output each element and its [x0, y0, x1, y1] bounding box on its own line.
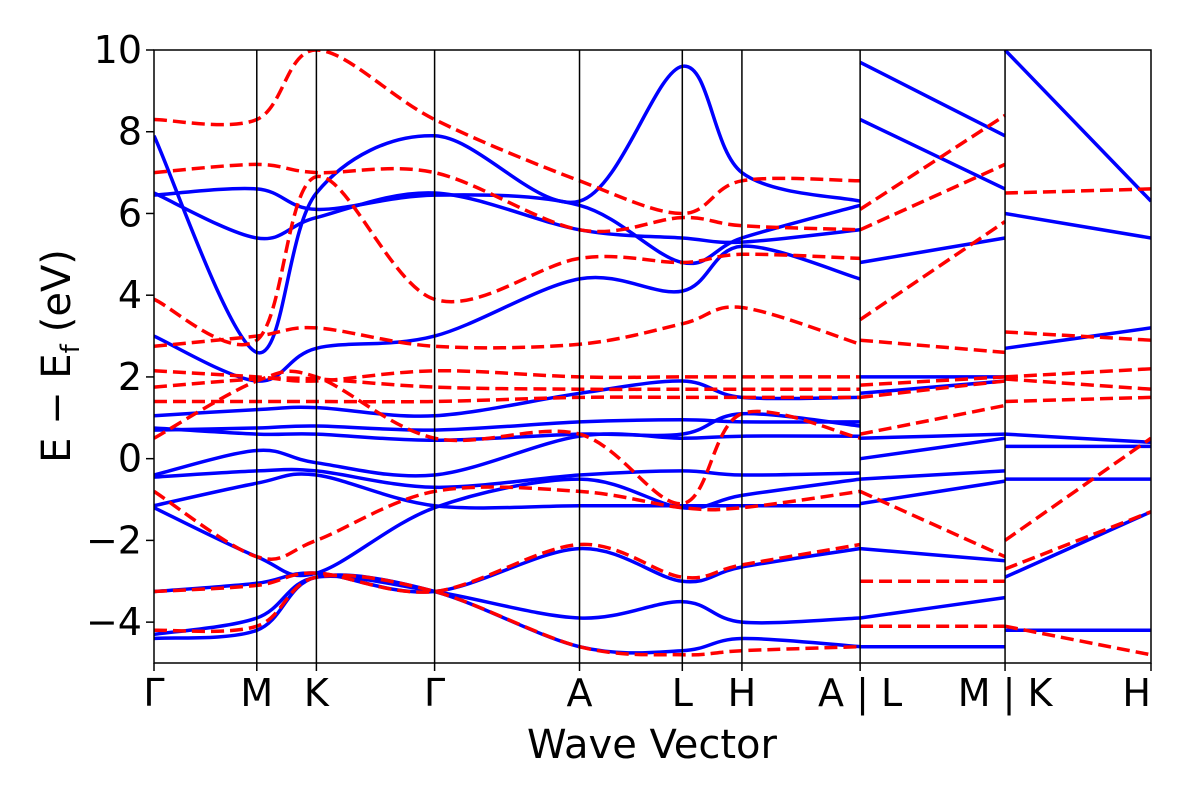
dashed-band-3 — [154, 369, 861, 506]
y-tick-label-2: 0 — [118, 437, 142, 481]
kpoint-label-9: H — [1122, 671, 1151, 715]
solid-band-6 — [154, 432, 861, 478]
y-axis-title-main: E − E — [34, 353, 80, 463]
y-tick-label-5: 6 — [118, 191, 142, 235]
solid-band-5 — [154, 467, 861, 490]
dashed-band-19 — [859, 162, 1006, 232]
y-tick-label-3: 2 — [118, 355, 142, 399]
solid-band-23 — [859, 236, 1006, 265]
kpoint-label-3: Γ — [424, 671, 445, 715]
y-tick-label-1: −2 — [86, 518, 142, 562]
kpoint-lines — [256, 50, 1006, 663]
dashed-band-20 — [859, 113, 1006, 211]
band-lines — [154, 50, 1151, 657]
solid-band-19 — [859, 436, 1006, 461]
kpoint-label-5: L — [672, 671, 693, 715]
dashed-band-9 — [154, 162, 861, 234]
dashed-band-13 — [859, 489, 1006, 559]
kpoint-label-1: M — [240, 671, 273, 715]
solid-band-10 — [154, 244, 861, 383]
y-tick-label-0: −4 — [86, 600, 142, 644]
solid-band-12 — [154, 186, 861, 266]
y-tick-label-6: 8 — [118, 110, 142, 154]
solid-band-30 — [1004, 432, 1151, 445]
solid-band-24 — [859, 117, 1006, 191]
solid-band-20 — [860, 432, 1006, 440]
dashed-band-10 — [154, 50, 861, 216]
y-axis-title: E − Ef (eV) — [34, 249, 86, 463]
dashed-band-26 — [1004, 367, 1151, 379]
solid-band-18 — [859, 469, 1006, 481]
dashed-band-15 — [859, 379, 1006, 400]
dashed-band-18 — [859, 220, 1006, 322]
dashed-band-23 — [1003, 436, 1151, 542]
y-tick-label-4: 4 — [118, 273, 142, 317]
dashed-band-8 — [154, 174, 861, 347]
dashed-band-4 — [154, 395, 861, 404]
solid-band-1 — [154, 574, 861, 637]
kpoint-label-0: Γ — [143, 671, 164, 715]
y-axis-title-unit: (eV) — [34, 249, 80, 332]
solid-band-31 — [1004, 326, 1151, 351]
kpoint-label-7: A | L — [818, 671, 902, 716]
dashed-band-14 — [859, 403, 1006, 436]
dashed-band-24 — [1004, 395, 1151, 404]
x-axis-title: Wave Vector — [527, 722, 778, 768]
dashed-band-6 — [154, 368, 861, 383]
y-axis-ticks: −4 −2 0 2 4 6 8 10 — [86, 28, 154, 644]
solid-band-8 — [154, 411, 861, 443]
solid-band-32 — [1004, 211, 1151, 240]
dashed-band-1 — [154, 542, 861, 594]
kpoint-label-4: A — [567, 671, 593, 715]
y-axis-title-sub: f — [56, 343, 86, 353]
y-tick-label-7: 10 — [94, 28, 142, 72]
dashed-band-16 — [859, 375, 1006, 387]
dashed-band-22 — [1004, 510, 1151, 571]
dashed-band-25 — [1004, 377, 1151, 391]
dashed-band-0 — [154, 573, 861, 657]
solid-band-16 — [859, 546, 1006, 563]
dashed-band-21 — [1004, 624, 1151, 657]
plot-frame — [153, 49, 1152, 664]
dashed-band-28 — [1004, 187, 1151, 195]
dashed-band-17 — [859, 338, 1006, 355]
solid-band-7 — [154, 418, 861, 432]
solid-band-17 — [859, 479, 1006, 506]
solid-band-15 — [859, 595, 1006, 620]
kpoint-label-6: H — [728, 671, 757, 715]
solid-band-4 — [154, 472, 861, 510]
dashed-band-27 — [1004, 330, 1151, 342]
kpoint-label-2: K — [304, 671, 330, 715]
kpoint-label-8: M | K — [958, 671, 1054, 716]
solid-band-25 — [859, 60, 1006, 138]
